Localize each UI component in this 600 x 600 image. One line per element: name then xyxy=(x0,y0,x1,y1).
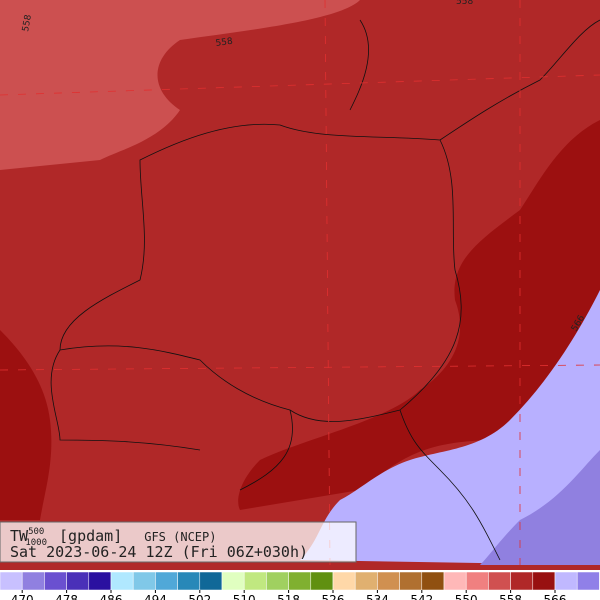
colorbar-label: 558 xyxy=(499,593,522,600)
variable: TW xyxy=(10,527,29,545)
field-dark-west xyxy=(0,330,52,520)
colorbar-label: 550 xyxy=(455,593,478,600)
colorbar-swatch xyxy=(288,571,312,591)
colorbar-label: 566 xyxy=(544,593,567,600)
colorbar-swatch xyxy=(44,571,67,591)
colorbar: 470 478 486 494 502 510 518 526 534 542 550 558 566 xyxy=(0,570,600,600)
colorbar-swatch xyxy=(66,571,90,591)
timestamp: Sat 2023-06-24 12Z (Fri 06Z+030h) xyxy=(10,543,308,561)
colorbar-swatch xyxy=(554,571,578,591)
graticule xyxy=(0,0,600,566)
colorbar-swatch xyxy=(465,571,489,591)
colorbar-swatch xyxy=(266,571,289,591)
colorbar-label: 494 xyxy=(144,593,167,600)
colorbar-swatch xyxy=(377,571,400,591)
colorbar-swatch xyxy=(243,571,267,591)
contour-label: 558 xyxy=(215,37,234,49)
colorbar-swatch xyxy=(576,571,600,591)
colorbar-swatch xyxy=(488,571,511,591)
colorbar-label: 518 xyxy=(277,593,300,600)
field-dark-east xyxy=(238,120,600,510)
colorbar-swatch xyxy=(132,571,156,591)
subscript: 1000 xyxy=(25,538,47,548)
colorbar-swatch xyxy=(199,571,223,591)
colorbar-swatch xyxy=(443,571,467,591)
colorbar-swatch xyxy=(354,571,378,591)
colorbar-label: 486 xyxy=(100,593,123,600)
colorbar-swatch xyxy=(110,571,134,591)
colorbar-swatch xyxy=(532,571,556,591)
source: GFS (NCEP) xyxy=(144,530,216,544)
colorbar-swatch xyxy=(0,571,23,591)
colorbar-swatch xyxy=(88,571,112,591)
unit: [gpdam] xyxy=(59,527,122,545)
colorbar-swatch xyxy=(155,571,178,591)
title-box xyxy=(0,521,357,563)
colorbar-label: 534 xyxy=(366,593,389,600)
colorbar-label: 502 xyxy=(188,593,211,600)
colorbar-label: 470 xyxy=(11,593,34,600)
colorbar-swatch xyxy=(399,571,423,591)
superscript: 500 xyxy=(28,527,44,537)
colorbar-swatch xyxy=(332,571,356,591)
contour-label: 558 xyxy=(456,0,473,7)
colorbar-swatch xyxy=(310,571,334,591)
colorbar-label: 478 xyxy=(55,593,78,600)
colorbar-swatch xyxy=(221,571,245,591)
colorbar-label: 510 xyxy=(233,593,256,600)
colorbar-swatch xyxy=(421,571,445,591)
colorbar-swatch xyxy=(177,571,201,591)
title-line: TW500 1000 [gpdam] GFS (NCEP) xyxy=(10,527,216,548)
colorbar-swatch xyxy=(21,571,45,591)
field-lavender-dark xyxy=(480,450,600,565)
field-light xyxy=(0,0,360,170)
borders xyxy=(50,19,600,561)
colorbar-label: 526 xyxy=(322,593,345,600)
contour-label: 558 xyxy=(21,14,34,33)
colorbar-swatch xyxy=(510,571,534,591)
field-lavender xyxy=(300,290,600,565)
colorbar-label: 542 xyxy=(410,593,433,600)
